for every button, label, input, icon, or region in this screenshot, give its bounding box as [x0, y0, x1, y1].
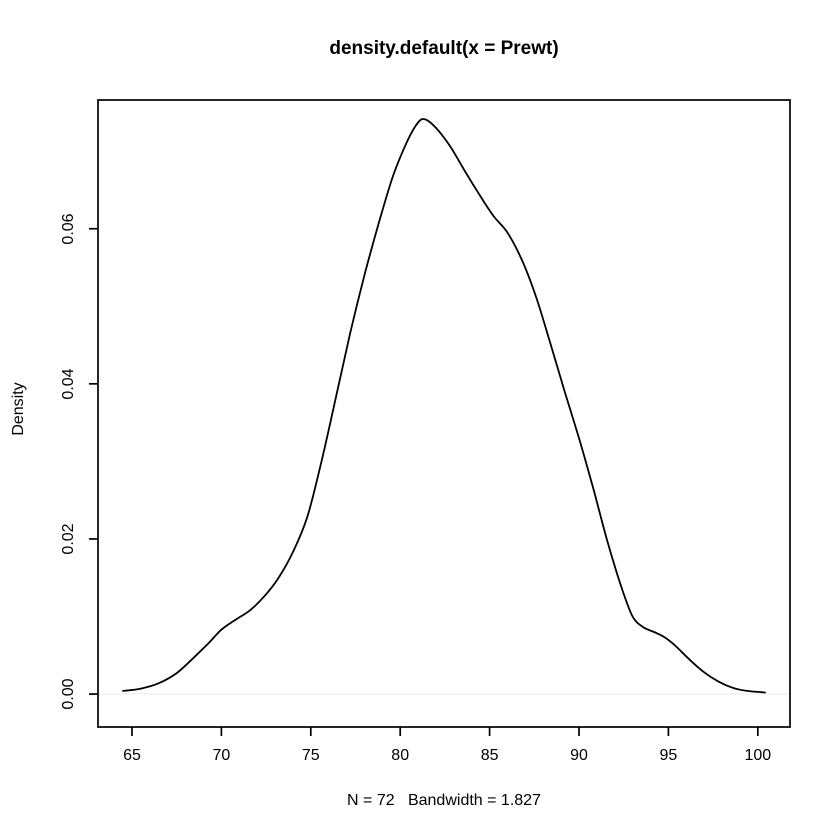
x-tick-label-65: 65 [123, 747, 141, 764]
x-tick-label-95: 95 [659, 747, 678, 764]
x-axis-label: N = 72 Bandwidth = 1.827 [347, 792, 541, 809]
x-tick-label-80: 80 [391, 747, 410, 764]
y-tick-label-0.06: 0.06 [60, 213, 77, 245]
y-tick-label-0.00: 0.00 [60, 678, 77, 710]
plot-title: density.default(x = Prewt) [329, 38, 559, 59]
plot-box [97, 99, 791, 728]
x-tick-label-75: 75 [301, 747, 320, 764]
y-axis-label: Density [10, 382, 27, 436]
density-curve [122, 118, 766, 694]
x-tick-label-100: 100 [744, 747, 772, 764]
y-tick-label-0.02: 0.02 [60, 523, 77, 555]
x-tick-label-70: 70 [212, 747, 231, 764]
y-tick-label-0.04: 0.04 [60, 368, 77, 400]
x-tick-label-85: 85 [480, 747, 499, 764]
x-tick-label-90: 90 [570, 747, 588, 764]
